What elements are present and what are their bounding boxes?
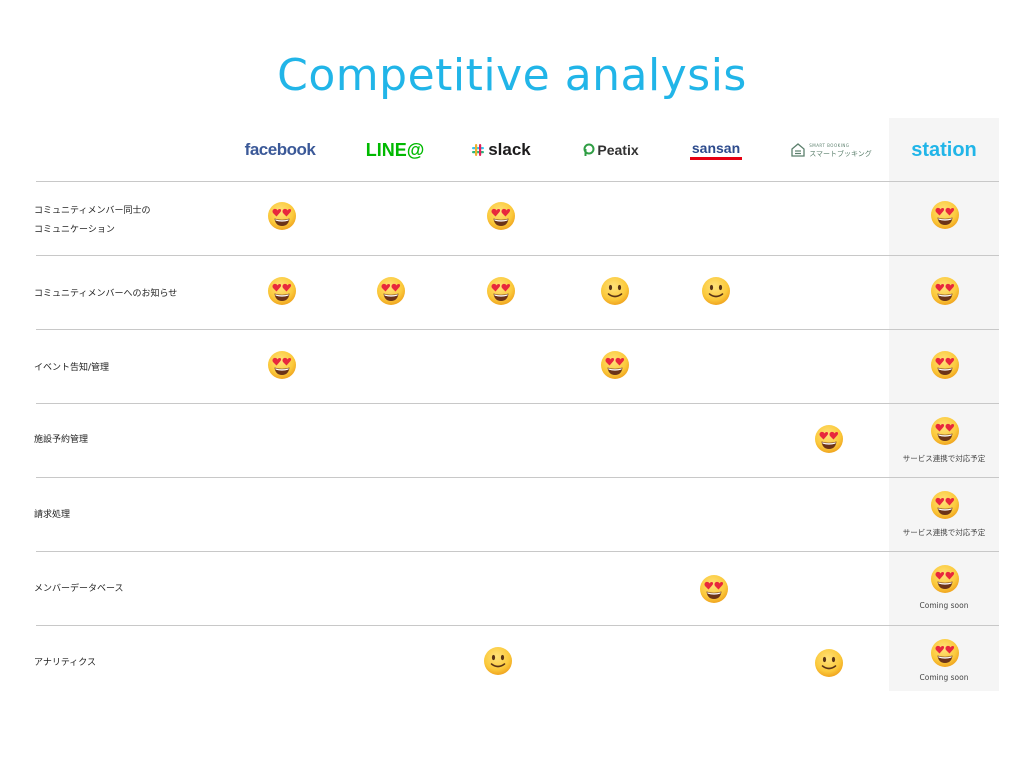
line-logo-text: LINE@ — [365, 139, 425, 160]
row-label-member-notifications: コミュニティメンバーへのお知らせ — [34, 289, 178, 299]
station-note-analytics: Coming soon — [919, 673, 969, 682]
heart-eyes-icon — [930, 276, 960, 306]
heart-eyes-icon — [267, 201, 297, 231]
sansan-logo: sansan — [684, 136, 748, 164]
heart-eyes-icon — [486, 276, 516, 306]
slack-hash-icon — [472, 144, 485, 156]
heart-eyes-icon — [267, 276, 297, 306]
peatix-logo-text: Peatix — [597, 142, 639, 158]
heart-eyes-icon — [930, 200, 960, 230]
heart-eyes-icon — [699, 574, 729, 604]
peatix-mark-icon — [583, 143, 595, 156]
heart-eyes-icon — [930, 350, 960, 380]
smile-icon — [600, 276, 630, 306]
smart-booking-wordmark: SMART BOOKING スマートブッキング — [809, 141, 872, 159]
row-divider — [36, 551, 999, 552]
row-label-member-communication: コミュニティメンバー同士の コミュニケーション — [34, 202, 150, 240]
sansan-logo-text: sansan — [691, 139, 741, 156]
row-label-event-management: イベント告知/管理 — [34, 363, 110, 373]
row-divider — [36, 625, 999, 626]
row-label-facility-booking: 施設予約管理 — [34, 435, 89, 445]
row-divider — [36, 477, 999, 478]
station-note-facility-booking: サービス連携で対応予定 — [902, 454, 986, 463]
row-label-billing: 請求処理 — [34, 510, 71, 520]
line-logo: LINE@ — [360, 136, 430, 164]
slack-logo: slack — [466, 136, 536, 164]
row-divider — [36, 403, 999, 404]
facebook-logo-text: facebook — [244, 140, 316, 159]
peatix-logo: Peatix — [576, 136, 646, 164]
heart-eyes-icon — [267, 350, 297, 380]
row-label-line1: コミュニティメンバー同士の — [34, 206, 151, 216]
sansan-underline — [690, 156, 742, 160]
row-divider — [36, 329, 999, 330]
heart-eyes-icon — [930, 564, 960, 594]
row-divider — [36, 255, 999, 256]
page-title: Competitive analysis — [277, 50, 747, 101]
station-logo: station — [889, 136, 999, 164]
smart-booking-en: SMART BOOKING — [809, 143, 850, 148]
heart-eyes-icon — [814, 424, 844, 454]
row-label-analytics: アナリティクス — [34, 658, 97, 668]
smart-booking-jp: スマートブッキング — [809, 150, 872, 158]
header-divider — [36, 181, 999, 182]
row-label-line2: コミュニケーション — [34, 225, 115, 235]
heart-eyes-icon — [930, 638, 960, 668]
heart-eyes-icon — [376, 276, 406, 306]
station-note-billing: サービス連携で対応予定 — [902, 528, 986, 537]
heart-eyes-icon — [930, 490, 960, 520]
facebook-logo: facebook — [240, 136, 320, 164]
heart-eyes-icon — [486, 201, 516, 231]
station-note-member-database: Coming soon — [919, 601, 969, 610]
heart-eyes-icon — [600, 350, 630, 380]
station-logo-text: station — [911, 138, 977, 161]
row-label-member-database: メンバーデータベース — [34, 584, 124, 594]
slack-logo-text: slack — [488, 140, 531, 159]
heart-eyes-icon — [930, 416, 960, 446]
smart-booking-logo: SMART BOOKING スマートブッキング — [788, 136, 874, 164]
smile-icon — [483, 646, 513, 676]
smart-booking-house-icon — [791, 143, 805, 157]
smile-icon — [701, 276, 731, 306]
smile-icon — [814, 648, 844, 678]
